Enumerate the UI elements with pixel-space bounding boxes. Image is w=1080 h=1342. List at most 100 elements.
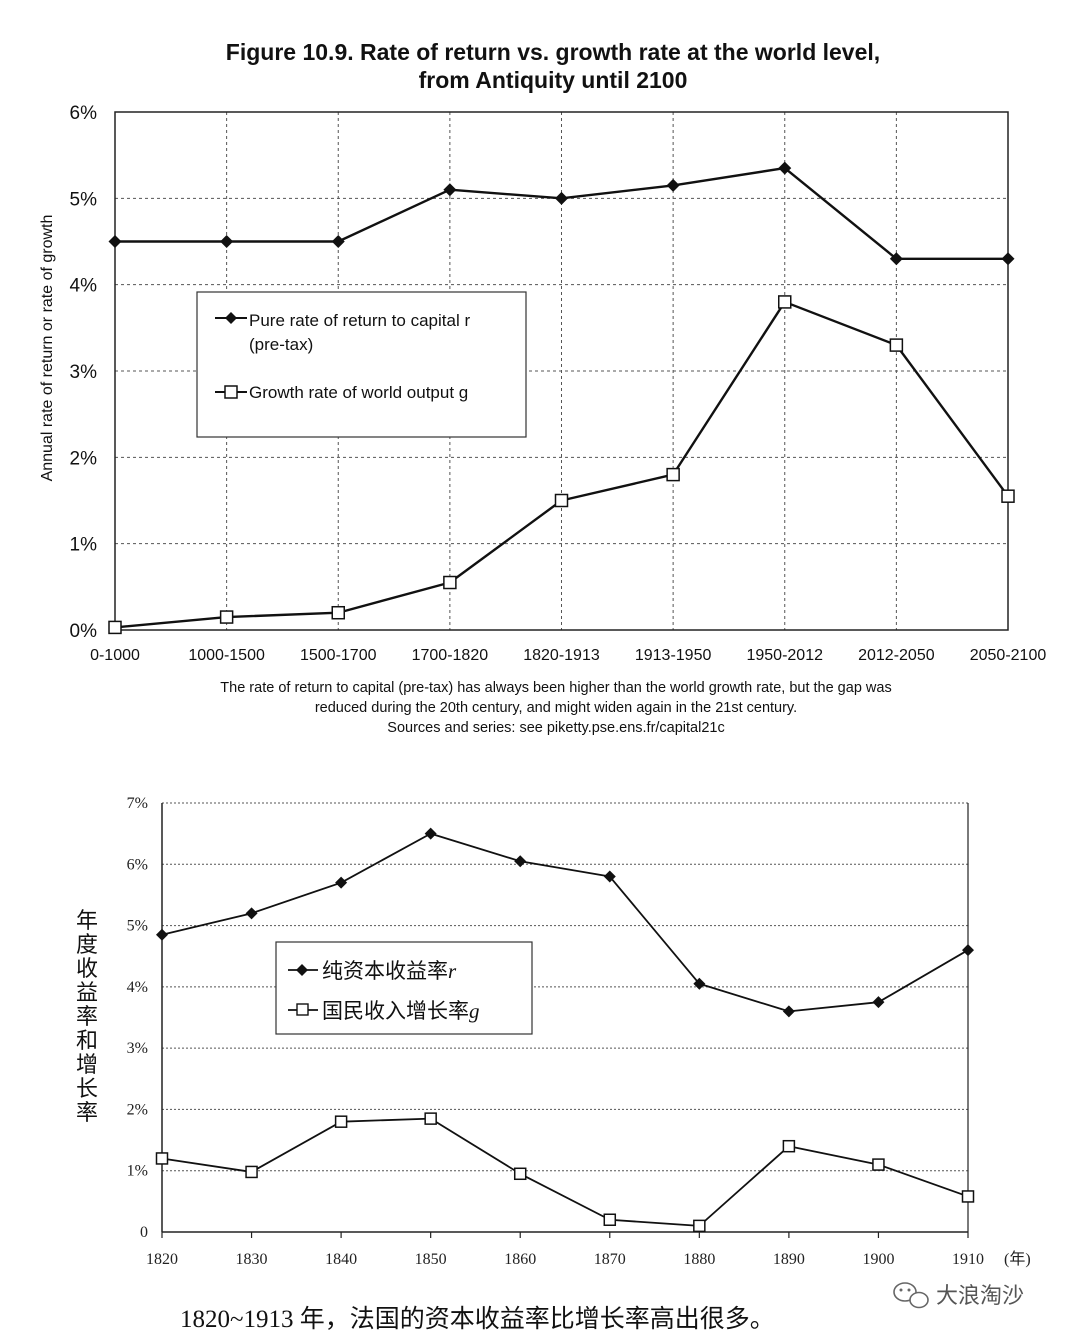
- chart-1-y-tick-label: 4%: [70, 276, 98, 297]
- chart-2-y-axis-label-char: 长: [76, 1076, 98, 1101]
- chart-1-y-ticks: 0% 1% 2% 3% 4% 5% 6%: [70, 103, 98, 642]
- chart-2-point-g: [155, 1152, 169, 1165]
- chart-2-x-tick-label: 1820: [146, 1251, 178, 1268]
- legend-marker-g: [224, 385, 238, 399]
- chart-2-series-r-line: [161, 832, 969, 1013]
- chart-1-plot-frame: [114, 111, 1009, 631]
- chart-1-point-r: [443, 183, 457, 197]
- legend-marker-r: [225, 312, 237, 324]
- chart-1-x-ticks: 0-1000 1000-1500 1500-1700 1700-1820 1820-19…: [90, 647, 1046, 664]
- chart-1-x-tick-label: 1950-2012: [746, 647, 823, 664]
- chart-2-point-g: [961, 1190, 975, 1203]
- chart-1-y-tick-label: 5%: [70, 189, 98, 210]
- chart-2-point-r: [424, 827, 437, 840]
- chart-1-point-g: [554, 493, 569, 508]
- chart-1-point-g: [778, 295, 792, 309]
- chart-1-point-g: [331, 605, 345, 620]
- chart-2-caption: 1820~1913 年，法国的资本收益率比增长率高出很多。: [180, 1305, 775, 1333]
- chart-1-series: [108, 161, 1015, 635]
- wechat-icon: [893, 1282, 929, 1309]
- legend-label-r: Pure rate of return to capital r: [249, 311, 470, 330]
- chart-1-point-r: [108, 235, 122, 248]
- chart-2-legend-box: [275, 941, 533, 1035]
- chart-1-x-tick-label: 0-1000: [90, 647, 140, 664]
- chart-2-x-tick-label: 1880: [683, 1251, 715, 1268]
- chart-1-point-r: [220, 235, 234, 248]
- chart-2-point-r: [693, 977, 706, 990]
- chart-2-y-ticks: 0 1% 2% 3% 4% 5% 6% 7%: [127, 795, 148, 1241]
- chart-1-caption-line-3: Sources and series: see piketty.pse.ens.…: [387, 720, 724, 736]
- chart-1-x-tick-label: 1700-1820: [412, 647, 489, 664]
- chart-2-x-tick-label: 1900: [862, 1251, 894, 1268]
- legend2-label-g-symbol: g: [469, 999, 480, 1023]
- chart-1-y-tick-label: 2%: [70, 448, 98, 469]
- chart-2-y-tick-label: 2%: [127, 1101, 148, 1118]
- chart-2-y-tick-label: 3%: [127, 1040, 148, 1057]
- chart-2-point-r: [514, 855, 527, 868]
- chart-2-x-axis-unit: (年): [1004, 1250, 1031, 1268]
- chart-1-x-tick-label: 2012-2050: [858, 647, 935, 664]
- chart-1-point-g: [443, 575, 457, 590]
- chart-2-x-tick-label: 1860: [504, 1251, 536, 1268]
- chart-2-point-g: [782, 1139, 796, 1153]
- chart-1-point-g: [666, 467, 680, 482]
- chart-1-legend: Pure rate of return to capital r (pre-ta…: [196, 291, 527, 438]
- legend-label-r-line2: (pre-tax): [249, 335, 313, 354]
- chart-1-point-r: [1001, 252, 1015, 266]
- watermark: 大浪淘沙: [893, 1282, 1024, 1309]
- chart-2-y-tick-label: 1%: [127, 1163, 148, 1180]
- chart-2-point-r: [872, 996, 885, 1009]
- chart-1-point-g: [108, 620, 122, 635]
- chart-2-series-g-line: [161, 1117, 969, 1227]
- legend2-label-r-text: 纯资本收益率: [322, 959, 448, 983]
- legend2-label-g-text: 国民收入增长率: [322, 999, 469, 1023]
- chart-2-y-axis-label-char: 度: [76, 932, 98, 957]
- chart-1-y-tick-label: 1%: [70, 535, 98, 556]
- chart-1-point-r: [666, 178, 680, 192]
- chart-2-point-g: [872, 1158, 885, 1171]
- chart-1-y-tick-label: 6%: [70, 103, 98, 124]
- chart-2-x-tick-label: 1890: [773, 1251, 805, 1268]
- chart-1-point-r: [331, 235, 345, 248]
- chart-1: Figure 10.9. Rate of return vs. growth r…: [39, 39, 1046, 736]
- legend2-label-g: 国民收入增长率g: [322, 999, 480, 1023]
- chart-2-point-g: [603, 1213, 617, 1226]
- chart-2-x-tick-label: 1830: [236, 1251, 268, 1268]
- chart-1-x-tick-label: 1000-1500: [188, 647, 265, 664]
- chart-1-caption-line-1: The rate of return to capital (pre-tax) …: [220, 680, 891, 696]
- chart-1-point-g: [1001, 489, 1015, 503]
- chart-1-x-tick-label: 1500-1700: [300, 647, 377, 664]
- watermark-text: 大浪淘沙: [936, 1284, 1024, 1309]
- chart-1-x-tick-label: 1913-1950: [635, 647, 712, 664]
- chart-1-caption-line-2: reduced during the 20th century, and mig…: [315, 700, 797, 716]
- chart-2-x-ticks: 1820 1830 1840 1850 1860 1870 1880 1890 1900 1910: [146, 1232, 984, 1268]
- chart-1-title: Figure 10.9. Rate of return vs. growth r…: [226, 39, 880, 65]
- chart-2-y-axis-label-char: 率: [76, 1100, 98, 1125]
- chart-2-x-tick-label: 1870: [594, 1251, 626, 1268]
- chart-2-point-r: [245, 907, 258, 920]
- chart-2-point-g: [513, 1167, 527, 1181]
- chart-2-point-g: [693, 1219, 706, 1233]
- chart-1-x-tick-label: 2050-2100: [970, 647, 1047, 664]
- chart-2-point-g: [424, 1112, 437, 1125]
- chart-2-y-tick-label: 6%: [127, 856, 148, 873]
- chart-2-y-tick-label: 0: [140, 1224, 148, 1241]
- chart-2-point-r: [156, 928, 168, 941]
- chart-2-y-axis-label-char: 收: [76, 956, 98, 981]
- chart-2-point-r: [962, 944, 974, 957]
- chart-2-series: [155, 827, 975, 1233]
- chart-1-point-r: [889, 252, 903, 266]
- chart-2-y-tick-label: 4%: [127, 979, 148, 996]
- chart-1-y-tick-label: 3%: [70, 362, 98, 383]
- legend-label-g: Growth rate of world output g: [249, 383, 468, 402]
- chart-1-point-g: [219, 610, 234, 624]
- chart-2-y-axis-label-char: 率: [76, 1004, 98, 1029]
- legend2-marker-r: [296, 964, 308, 976]
- legend2-label-r: 纯资本收益率r: [322, 959, 457, 983]
- chart-2-y-axis-label-char: 增: [76, 1052, 98, 1077]
- chart-1-x-tick-label: 1820-1913: [523, 647, 600, 664]
- chart-2-y-axis-label-char: 益: [76, 980, 98, 1005]
